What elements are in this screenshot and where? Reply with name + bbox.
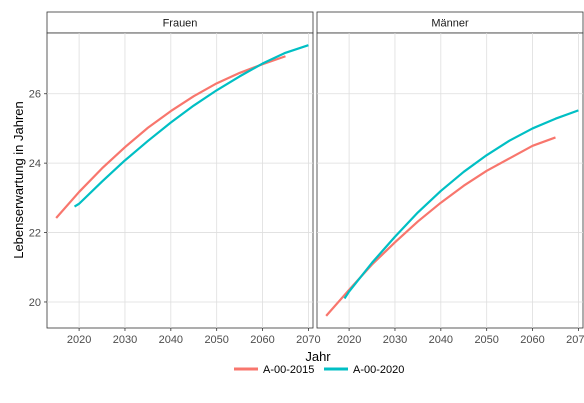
lines-maenner xyxy=(325,109,579,317)
x-tick-label-2060-maenner: 2060 xyxy=(520,334,544,346)
x-tick-label-2020-frauen: 2020 xyxy=(67,334,91,346)
x-tick-label-2070-frauen: 2070 xyxy=(296,334,320,346)
y-axis-title: Lebenserwartung in Jahren xyxy=(11,101,26,259)
x-tick-label-2050-frauen: 2050 xyxy=(204,334,228,346)
x-tick-label-2030-maenner: 2030 xyxy=(383,334,407,346)
y-tick-label-26: 26 xyxy=(29,89,41,101)
x-tick-label-2050-maenner: 2050 xyxy=(474,334,498,346)
panel-maenner: Männer 2020 2030 2040 2050 2060 2070 xyxy=(316,11,584,346)
x-axis-title: Jahr xyxy=(305,349,331,364)
lines-frauen xyxy=(55,44,309,219)
x-ticks-frauen: 2020 2030 2040 2050 2060 2070 xyxy=(67,328,321,346)
strip-title-frauen: Frauen xyxy=(163,18,198,30)
plot-area-maenner xyxy=(316,32,584,329)
y-tick-label-22: 22 xyxy=(29,228,41,240)
series-line-a-00-2020-frauen xyxy=(73,44,309,208)
plot-area-frauen xyxy=(46,32,314,329)
panel-frauen: Frauen 2020 2030 2040 2050 2060 2070 xyxy=(46,11,321,346)
x-tick-label-2020-maenner: 2020 xyxy=(337,334,361,346)
strip-title-maenner: Männer xyxy=(431,18,469,30)
series-line-a-00-2015-frauen xyxy=(55,55,286,219)
y-ticks: 20 22 24 26 xyxy=(29,89,47,309)
x-tick-label-2040-maenner: 2040 xyxy=(429,334,453,346)
x-tick-label-2070-maenner: 2070 xyxy=(566,334,584,346)
y-tick-label-20: 20 xyxy=(29,297,41,309)
y-tick-label-24: 24 xyxy=(29,158,41,170)
legend: A-00-2015 A-00-2020 xyxy=(234,364,404,376)
series-line-a-00-2020-maenner xyxy=(343,109,579,300)
legend-label-a-00-2015: A-00-2015 xyxy=(263,364,314,376)
grid-maenner xyxy=(317,33,583,328)
legend-label-a-00-2020: A-00-2020 xyxy=(353,364,404,376)
x-tick-label-2060-frauen: 2060 xyxy=(250,334,274,346)
x-tick-label-2040-frauen: 2040 xyxy=(159,334,183,346)
x-ticks-maenner: 2020 2030 2040 2050 2060 2070 xyxy=(337,328,584,346)
x-tick-label-2030-frauen: 2030 xyxy=(113,334,137,346)
